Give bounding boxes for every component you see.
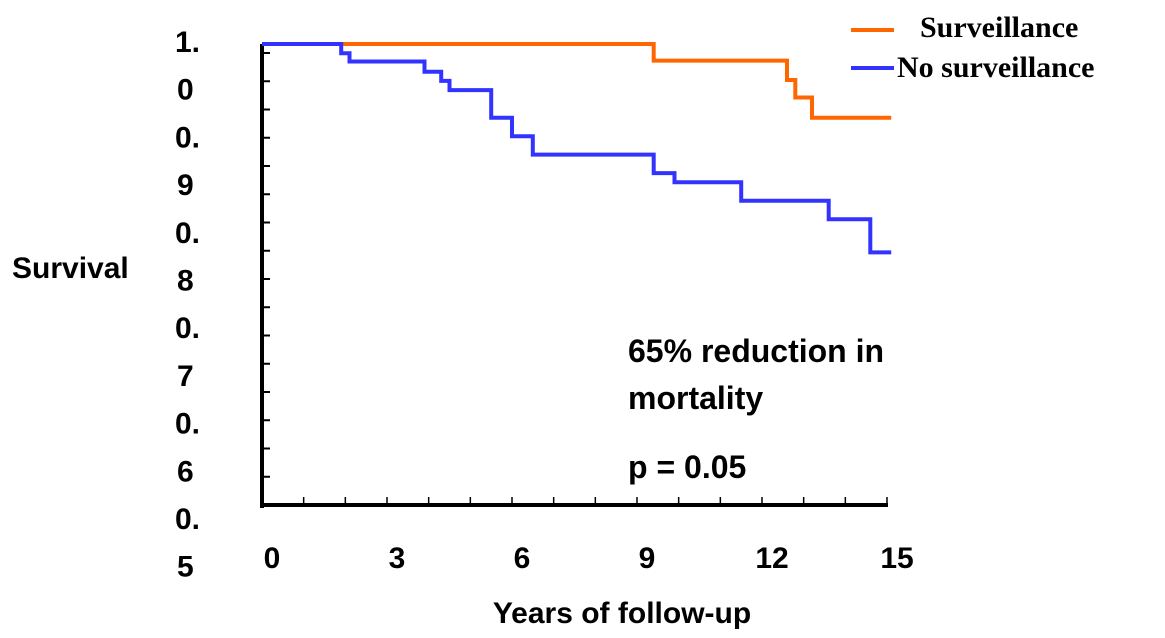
legend: Surveillance No surveillance (851, 11, 1094, 84)
x-tick-label: 6 (514, 542, 531, 575)
annotation-reduction-line1: 65% reduction in (628, 333, 884, 369)
y-tick-label: 1. (175, 26, 200, 59)
x-tick-label: 9 (639, 542, 656, 575)
legend-label-surveillance: Surveillance (920, 11, 1078, 44)
x-tick-label: 0 (264, 542, 281, 575)
y-axis: 1. 0 0. 9 0. 8 0. 7 0. 6 0. 5 (175, 26, 270, 584)
y-tick-label: 7 (177, 360, 194, 393)
series-line-no-surveillance (262, 42, 892, 255)
x-tick-label: 15 (880, 542, 913, 575)
annotation-reduction-line2: mortality (628, 380, 763, 416)
x-tick-label: 12 (755, 542, 788, 575)
series-lines (262, 42, 892, 255)
y-tick-label: 0. (175, 408, 200, 441)
x-axis-title: Years of follow-up (493, 597, 751, 630)
y-tick-label: 9 (177, 169, 194, 202)
y-tick-label: 6 (177, 455, 194, 488)
y-tick-label: 0. (175, 312, 200, 345)
series-line-surveillance (262, 42, 892, 120)
y-tick-label: 8 (177, 265, 194, 298)
y-tick-label: 0. (175, 503, 200, 536)
annotation-p-value: p = 0.05 (628, 449, 746, 485)
y-tick-label: 0. (175, 121, 200, 154)
y-tick-label: 0. (175, 217, 200, 250)
y-tick-label: 5 (177, 551, 194, 584)
legend-label-no-surveillance: No surveillance (897, 51, 1094, 84)
x-tick-label: 3 (389, 542, 406, 575)
y-axis-title: Survival (12, 252, 129, 285)
y-tick-label: 0 (177, 74, 194, 107)
x-axis: 0 3 6 9 12 15 (260, 497, 914, 575)
